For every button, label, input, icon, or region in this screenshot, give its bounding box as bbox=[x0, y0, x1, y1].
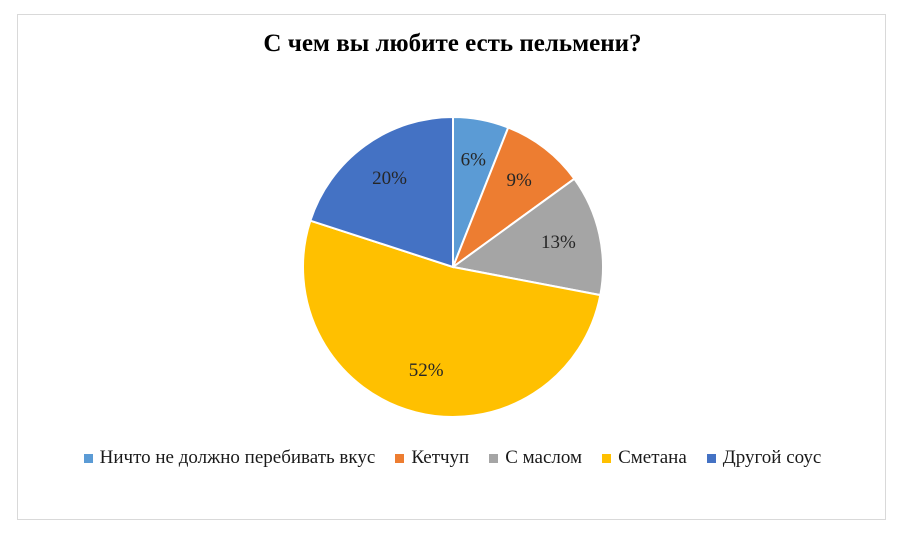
legend-label: Сметана bbox=[618, 447, 687, 468]
pie-slice bbox=[450, 177, 604, 297]
pie-slice bbox=[302, 219, 602, 418]
legend-item: С маслом bbox=[489, 447, 582, 469]
legend-item: Другой соус bbox=[706, 447, 822, 469]
legend-label: С маслом bbox=[505, 447, 583, 468]
pie-slice bbox=[450, 126, 576, 270]
pie-data-label: 9% bbox=[507, 170, 533, 191]
pie-data-label: 20% bbox=[372, 168, 407, 189]
pie-slices bbox=[302, 115, 604, 418]
legend-item: Ничто не должно перебивать вкус bbox=[83, 447, 376, 469]
pie-data-label: 13% bbox=[541, 232, 576, 253]
legend-label: Кетчуп bbox=[411, 447, 470, 468]
pie-slice bbox=[309, 115, 454, 269]
pie-data-label: 6% bbox=[461, 149, 487, 170]
legend-swatch bbox=[83, 453, 93, 463]
legend-swatch bbox=[706, 453, 716, 463]
pie-data-labels: 6% 9% 13% 52% 20% bbox=[372, 149, 576, 381]
legend-swatch bbox=[489, 453, 499, 463]
legend: Ничто не должно перебивать вкус Кетчуп С м… bbox=[0, 447, 905, 469]
legend-item: Кетчуп bbox=[395, 447, 469, 469]
legend-swatch bbox=[395, 453, 405, 463]
legend-label: Другой соус bbox=[722, 447, 822, 468]
legend-swatch bbox=[602, 453, 612, 463]
chart-title: С чем вы любите есть пельмени? bbox=[263, 30, 642, 57]
legend-item: Сметана bbox=[602, 447, 687, 469]
pie-data-label: 52% bbox=[409, 360, 444, 381]
legend-label: Ничто не должно перебивать вкус bbox=[99, 447, 376, 468]
